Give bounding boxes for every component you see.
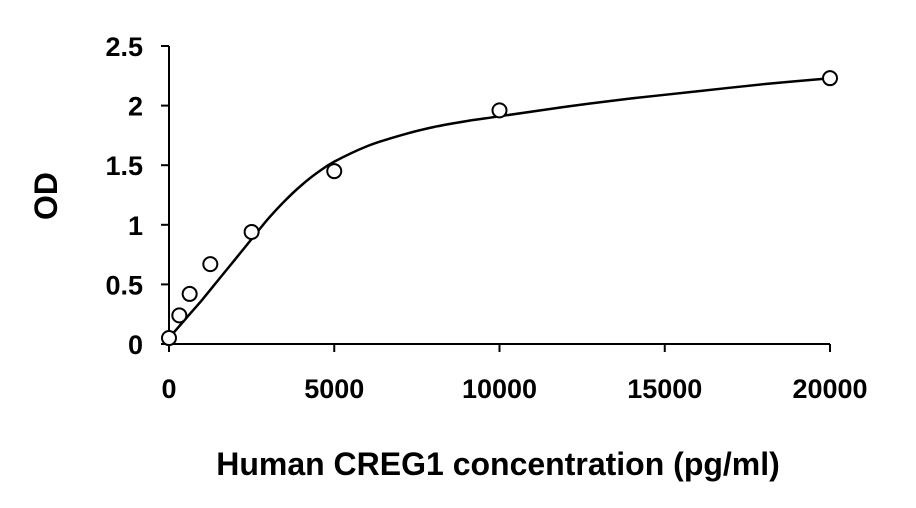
x-axis-title: Human CREG1 concentration (pg/ml)	[216, 446, 780, 482]
data-point	[491, 102, 508, 119]
x-axis	[168, 343, 831, 352]
data-point	[326, 163, 343, 180]
y-tick-label: 2	[128, 92, 143, 122]
x-tick-label: 15000	[627, 374, 702, 404]
x-tick-label: 10000	[462, 374, 537, 404]
y-tick-label: 1.5	[105, 151, 143, 181]
x-tick-label: 0	[161, 374, 176, 404]
data-point	[243, 223, 260, 240]
data-point	[171, 307, 188, 324]
y-tick-label: 0.5	[105, 270, 143, 300]
x-tick-label: 20000	[792, 374, 867, 404]
fit-curve-layer	[168, 76, 831, 339]
data-points-layer	[161, 70, 838, 347]
data-point	[822, 70, 838, 87]
y-tick-labels: 0 0.5 1 1.5 2 2.5	[105, 32, 143, 360]
x-tick-labels: 0 5000 10000 15000 20000	[161, 374, 867, 404]
x-tick-label: 5000	[304, 374, 364, 404]
data-point	[181, 285, 198, 302]
y-axis-title: OD	[28, 172, 64, 220]
y-axis	[161, 45, 170, 345]
y-tick-label: 1	[128, 211, 143, 241]
fit-curve-line	[168, 76, 831, 339]
data-point	[161, 330, 177, 347]
y-tick-label: 2.5	[105, 32, 143, 62]
y-tick-label: 0	[128, 330, 143, 360]
data-point	[202, 256, 219, 273]
